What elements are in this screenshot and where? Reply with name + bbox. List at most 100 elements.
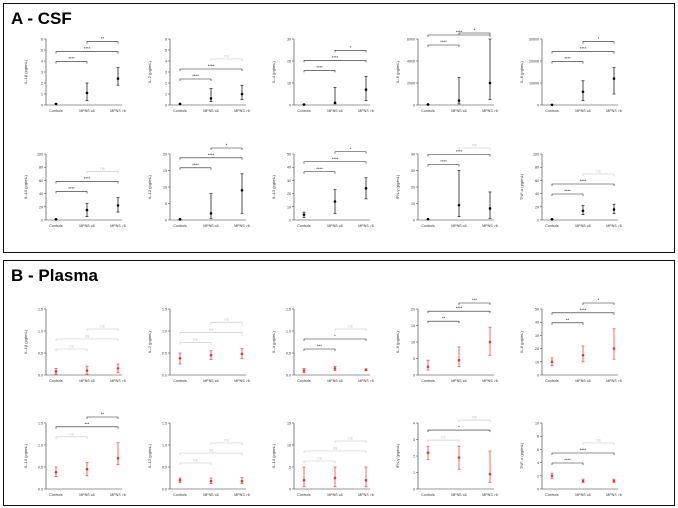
y-tick-label: 0 xyxy=(413,488,415,492)
y-tick-label: 4 xyxy=(41,60,43,64)
csf-figure: 0 1 2 3 4 5 6 IL-1β (pg/mL) Controls MPNS ≤6 MPNS … xyxy=(23,28,622,229)
x-tick-label: MPNS ≤6 xyxy=(203,493,218,497)
y-tick-label: 1.0 xyxy=(38,444,43,448)
y-tick-label: 20 xyxy=(287,192,291,196)
data-point xyxy=(116,204,120,207)
data-point xyxy=(550,103,554,107)
significance-label: **** xyxy=(580,307,587,312)
significance-label: **** xyxy=(84,176,91,181)
significance-bracket xyxy=(551,462,584,465)
data-point xyxy=(581,209,585,213)
data-point xyxy=(364,187,368,190)
data-point xyxy=(333,367,337,370)
y-tick-label: 100 xyxy=(37,153,43,157)
significance-label: **** xyxy=(192,162,199,167)
y-tick-label: 1 xyxy=(41,93,43,97)
significance-bracket xyxy=(55,61,88,64)
y-tick-label: 0.5 xyxy=(286,352,291,356)
y-tick-label: 0 xyxy=(41,104,43,108)
significance-bracket xyxy=(582,442,615,445)
y-tick-label: 6 xyxy=(41,38,43,42)
data-point xyxy=(457,203,461,207)
x-tick-label: MPNS ≤6 xyxy=(451,224,466,228)
x-tick-label: MPNS >6 xyxy=(234,379,249,383)
y-tick-label: 20 xyxy=(163,153,167,157)
significance-bracket xyxy=(458,419,491,423)
data-point xyxy=(116,367,120,370)
x-tick-label: MPNS ≤6 xyxy=(79,379,94,383)
significance-bracket xyxy=(427,44,460,47)
y-tick-label: 10 xyxy=(411,202,415,206)
y-tick-label: 0 xyxy=(413,374,415,378)
x-tick-label: MPNS ≤6 xyxy=(327,109,342,113)
y-tick-label: 2 xyxy=(413,455,415,459)
significance-label: ns xyxy=(209,448,213,453)
y-tick-label: 5 xyxy=(41,49,43,53)
data-point xyxy=(85,369,89,372)
y-tick-label: 60 xyxy=(39,179,43,183)
significance-label: ** xyxy=(101,412,105,417)
significance-label: ns xyxy=(100,166,104,171)
y-tick-label: 10 xyxy=(411,341,415,345)
y-tick-label: 0.5 xyxy=(38,352,43,356)
data-point xyxy=(240,352,244,356)
data-point xyxy=(302,213,306,217)
y-tick-label: 20 xyxy=(39,205,43,209)
x-tick-label: MPNS ≤6 xyxy=(79,109,94,113)
x-tick-label: Controls xyxy=(421,224,435,228)
data-point xyxy=(550,360,554,364)
significance-bracket xyxy=(427,34,491,37)
y-axis-label: IL-13 (pg/mL) xyxy=(271,174,276,199)
significance-label: *** xyxy=(85,421,90,426)
panel-csf: A - CSF 0 1 2 3 4 5 6 IL-1β (pg/mL) Controls MPNS… xyxy=(3,3,675,253)
y-axis-label: IL-13 (pg/mL) xyxy=(271,443,276,468)
significance-label: **** xyxy=(316,65,323,70)
significance-bracket xyxy=(582,302,615,305)
significance-bracket xyxy=(55,436,88,439)
cytokine-plot: 0 2 4 6 8 10 TNF-α (pg/mL) Controls MPNS ≤6 MPNS … xyxy=(519,422,622,498)
x-tick-label: Controls xyxy=(545,224,559,228)
y-tick-label: 6 xyxy=(165,38,167,42)
significance-bracket xyxy=(334,440,367,443)
panel-title: A - CSF xyxy=(11,9,72,28)
y-tick-label: 3 xyxy=(165,71,167,75)
y-tick-label: 10 xyxy=(163,186,167,190)
significance-label: * xyxy=(350,45,352,50)
x-tick-label: MPNS >6 xyxy=(110,379,125,383)
y-tick-label: 30 xyxy=(287,179,291,183)
data-point xyxy=(178,356,182,360)
y-tick-label: 0 xyxy=(537,374,539,378)
data-point xyxy=(488,472,492,476)
data-point xyxy=(209,479,213,483)
y-tick-label: 15 xyxy=(411,324,415,328)
significance-label: ns xyxy=(193,458,197,463)
y-tick-label: 15 xyxy=(287,422,291,426)
significance-bracket xyxy=(210,58,243,61)
y-tick-label: 2 xyxy=(537,474,539,478)
x-tick-label: Controls xyxy=(49,109,63,113)
significance-bracket xyxy=(427,164,460,167)
x-tick-label: MPNS >6 xyxy=(110,493,125,497)
x-tick-label: MPNS >6 xyxy=(110,109,125,113)
significance-bracket xyxy=(303,348,336,351)
significance-bracket xyxy=(86,328,119,331)
y-tick-label: 0 xyxy=(165,104,167,108)
y-tick-label: 1.0 xyxy=(286,330,291,334)
plasma-figure: 0.0 0.5 1.0 1.5 IL-1β (pg/mL) Controls MPNS ≤6… xyxy=(23,298,622,498)
data-point xyxy=(85,467,89,471)
significance-label: ** xyxy=(442,316,446,321)
significance-label: * xyxy=(226,143,228,148)
significance-bracket xyxy=(334,328,367,331)
significance-bracket xyxy=(551,61,584,64)
data-point xyxy=(333,101,337,105)
data-point xyxy=(54,470,58,474)
significance-bracket xyxy=(55,191,88,194)
y-tick-label: 50 xyxy=(287,153,291,157)
significance-bracket xyxy=(303,450,367,453)
data-point xyxy=(240,92,244,96)
y-tick-label: 0.5 xyxy=(162,352,167,356)
data-point xyxy=(240,479,244,483)
significance-bracket xyxy=(210,322,243,325)
y-axis-label: IL-6 (pg/mL) xyxy=(395,60,400,82)
significance-label: ns xyxy=(596,169,600,174)
